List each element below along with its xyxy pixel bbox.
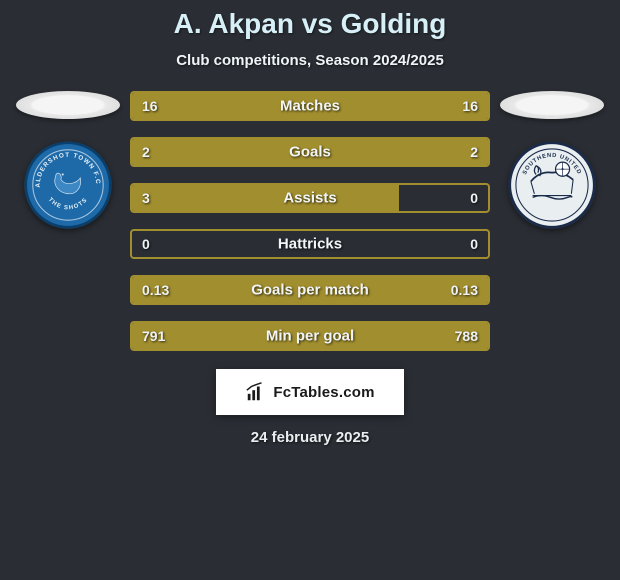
stat-value-right: 0 <box>470 236 478 252</box>
stat-value-left: 0 <box>142 236 150 252</box>
stat-value-left: 3 <box>142 190 150 206</box>
branding-text: FcTables.com <box>273 384 374 401</box>
stat-label: Goals <box>289 144 331 161</box>
stat-bar: 0.13 0.13 Goals per match <box>130 275 490 305</box>
page-title: A. Akpan vs Golding <box>0 8 620 40</box>
player-right-column: SOUTHEND UNITED <box>498 91 606 229</box>
club-crest-left: ALDERSHOT TOWN F.C. THE SHOTS <box>24 141 112 229</box>
stat-label: Goals per match <box>251 282 369 299</box>
stats-bars: 16 16 Matches 2 2 Goals 3 0 Assists 0 0 Hattricks 0.… <box>130 91 490 351</box>
stat-bar: 3 0 Assists <box>130 183 490 213</box>
chart-icon <box>245 381 267 403</box>
stat-value-left: 2 <box>142 144 150 160</box>
bar-fill-left <box>132 185 399 211</box>
stat-bar: 2 2 Goals <box>130 137 490 167</box>
stat-label: Hattricks <box>278 236 342 253</box>
stat-label: Assists <box>283 190 336 207</box>
date-stamp: 24 february 2025 <box>0 429 620 446</box>
stat-label: Min per goal <box>266 328 354 345</box>
stat-bar: 16 16 Matches <box>130 91 490 121</box>
player-left-column: ALDERSHOT TOWN F.C. THE SHOTS <box>14 91 122 229</box>
stat-value-left: 16 <box>142 98 158 114</box>
subtitle: Club competitions, Season 2024/2025 <box>0 52 620 69</box>
stat-label: Matches <box>280 98 340 115</box>
stat-value-right: 16 <box>462 98 478 114</box>
bar-fill-right <box>310 139 488 165</box>
comparison-content: ALDERSHOT TOWN F.C. THE SHOTS 16 16 Matche… <box>0 91 620 351</box>
player-left-photo <box>16 91 120 119</box>
bar-fill-left <box>132 139 310 165</box>
stat-bar: 0 0 Hattricks <box>130 229 490 259</box>
stat-value-right: 0 <box>470 190 478 206</box>
stat-value-left: 791 <box>142 328 165 344</box>
stat-value-left: 0.13 <box>142 282 169 298</box>
stat-bar: 791 788 Min per goal <box>130 321 490 351</box>
stat-value-right: 0.13 <box>451 282 478 298</box>
stat-value-right: 2 <box>470 144 478 160</box>
stat-value-right: 788 <box>455 328 478 344</box>
club-crest-right: SOUTHEND UNITED <box>508 141 596 229</box>
branding-badge: FcTables.com <box>216 369 404 415</box>
player-right-photo <box>500 91 604 119</box>
